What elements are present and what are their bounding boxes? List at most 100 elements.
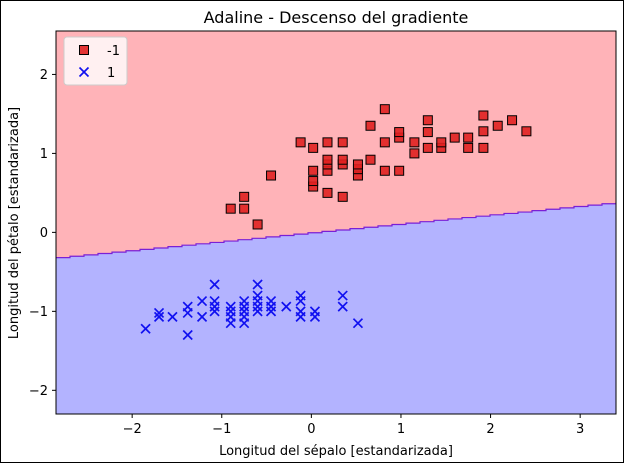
- data-point-class-1-stroke-b: [337, 301, 348, 312]
- data-point-class-1: [225, 301, 236, 312]
- x-tick-label: 1: [397, 422, 405, 437]
- legend-marker-1: [78, 66, 90, 78]
- data-point-class-1-stroke-b: [209, 306, 220, 317]
- data-point-class-1-stroke-b: [209, 301, 220, 312]
- data-point-class-1: [337, 290, 348, 301]
- data-point-class-1-stroke-b: [295, 295, 306, 307]
- data-point-class-1-stroke-b: [252, 301, 263, 312]
- data-point-class-1-stroke-b: [352, 318, 364, 329]
- data-point-class-1-stroke-b: [225, 318, 236, 329]
- data-point-class-1: [167, 311, 178, 322]
- data-point-class-1-stroke-b: [239, 318, 250, 329]
- data-point-class--1: [322, 137, 333, 148]
- data-point-class-1: [352, 318, 364, 329]
- data-point-class--1: [365, 154, 376, 165]
- data-point-class--1: [379, 137, 390, 148]
- data-point-class-1-stroke-b: [252, 306, 263, 317]
- data-point-class-1: [295, 311, 306, 322]
- data-point-class--1: [521, 126, 532, 137]
- data-point-class-1-stroke-b: [225, 301, 236, 312]
- data-point-class--1: [478, 110, 489, 121]
- data-point-class--1: [225, 203, 236, 214]
- data-point-class-1-stroke-b: [209, 279, 220, 290]
- data-point-class-1: [225, 318, 236, 329]
- data-point-class--1: [463, 142, 474, 153]
- data-point-class--1: [507, 115, 518, 126]
- data-point-class--1: [266, 170, 277, 181]
- data-point-class-1-stroke-b: [252, 279, 263, 290]
- x-tick-label: 3: [576, 422, 584, 437]
- data-point-class-1-stroke-b: [182, 329, 193, 341]
- data-point-class--1: [422, 142, 433, 153]
- data-point-class-1: [153, 311, 165, 322]
- data-point-class--1: [478, 126, 489, 137]
- data-point-class-1: [239, 318, 250, 329]
- legend-label--1: -1: [107, 44, 120, 59]
- data-point-class-1: [337, 301, 348, 312]
- data-point-class-1: [265, 301, 277, 312]
- data-point-class-1: [209, 301, 220, 312]
- data-point-class-1: [252, 301, 263, 312]
- data-point-class--1: [252, 219, 263, 230]
- data-point-class-1: [153, 307, 165, 319]
- y-tick-label: −1: [29, 305, 48, 320]
- data-point-class--1: [379, 165, 390, 176]
- data-point-class-1-stroke-b: [196, 295, 208, 307]
- data-point-class--1: [379, 104, 390, 115]
- y-tick-label: 0: [40, 226, 48, 241]
- legend-label-1: 1: [107, 66, 115, 81]
- data-point-class--1: [394, 127, 405, 138]
- data-point-class--1: [239, 191, 250, 202]
- data-point-class-1: [265, 306, 277, 317]
- data-point-class-1-stroke-b: [167, 311, 178, 322]
- data-point-class-1: [196, 295, 208, 307]
- data-point-class--1: [308, 165, 319, 176]
- data-point-class-1-stroke-b: [153, 311, 165, 322]
- data-point-class--1: [449, 132, 460, 143]
- data-points: [140, 104, 532, 341]
- y-tick-label: −2: [29, 384, 48, 399]
- legend-entry--1: -1: [79, 44, 120, 59]
- legend-marker-1-stroke-b: [78, 66, 90, 78]
- data-point-class-1-stroke-b: [182, 301, 193, 312]
- data-point-class--1: [337, 137, 348, 148]
- legend: -11: [63, 36, 128, 86]
- data-point-class--1: [365, 120, 376, 131]
- data-point-class-1: [182, 329, 193, 341]
- x-tick-label: 2: [486, 422, 494, 437]
- data-point-class-1: [252, 306, 263, 317]
- chart-title: Adaline - Descenso del gradiente: [204, 8, 469, 27]
- x-tick-label: 0: [307, 422, 315, 437]
- data-point-class--1: [463, 132, 474, 143]
- data-point-class--1: [394, 165, 405, 176]
- x-axis: −2 −1 0 1 2 3: [123, 414, 584, 437]
- data-point-class--1: [352, 159, 363, 170]
- region-class-1: [56, 202, 616, 414]
- plot-frame: [55, 30, 617, 415]
- data-point-class-1: [209, 279, 220, 290]
- data-point-class-1: [182, 301, 193, 312]
- decision-regions: [56, 31, 616, 414]
- data-point-class--1: [295, 137, 306, 148]
- x-axis-label: Longitud del sépalo [estandarizada]: [219, 444, 453, 459]
- data-point-class--1: [422, 115, 433, 126]
- legend-marker--1: [79, 45, 89, 55]
- data-point-class--1: [308, 176, 319, 187]
- y-tick-label: 2: [40, 68, 48, 83]
- data-point-class-1: [281, 301, 292, 312]
- data-point-class--1: [322, 154, 333, 165]
- data-point-class-1-stroke-b: [309, 311, 321, 322]
- data-point-class-1-stroke-b: [153, 307, 165, 319]
- data-point-class--1: [308, 142, 319, 153]
- data-point-class--1: [337, 154, 348, 165]
- x-tick-label: −1: [212, 422, 231, 437]
- data-point-class-1: [252, 279, 263, 290]
- data-point-class--1: [409, 137, 420, 148]
- data-point-class-1-stroke-b: [281, 301, 292, 312]
- data-point-class--1: [478, 142, 489, 153]
- data-point-class--1: [409, 148, 420, 159]
- decision-boundary: [56, 202, 616, 259]
- legend-entry-1: 1: [78, 66, 115, 81]
